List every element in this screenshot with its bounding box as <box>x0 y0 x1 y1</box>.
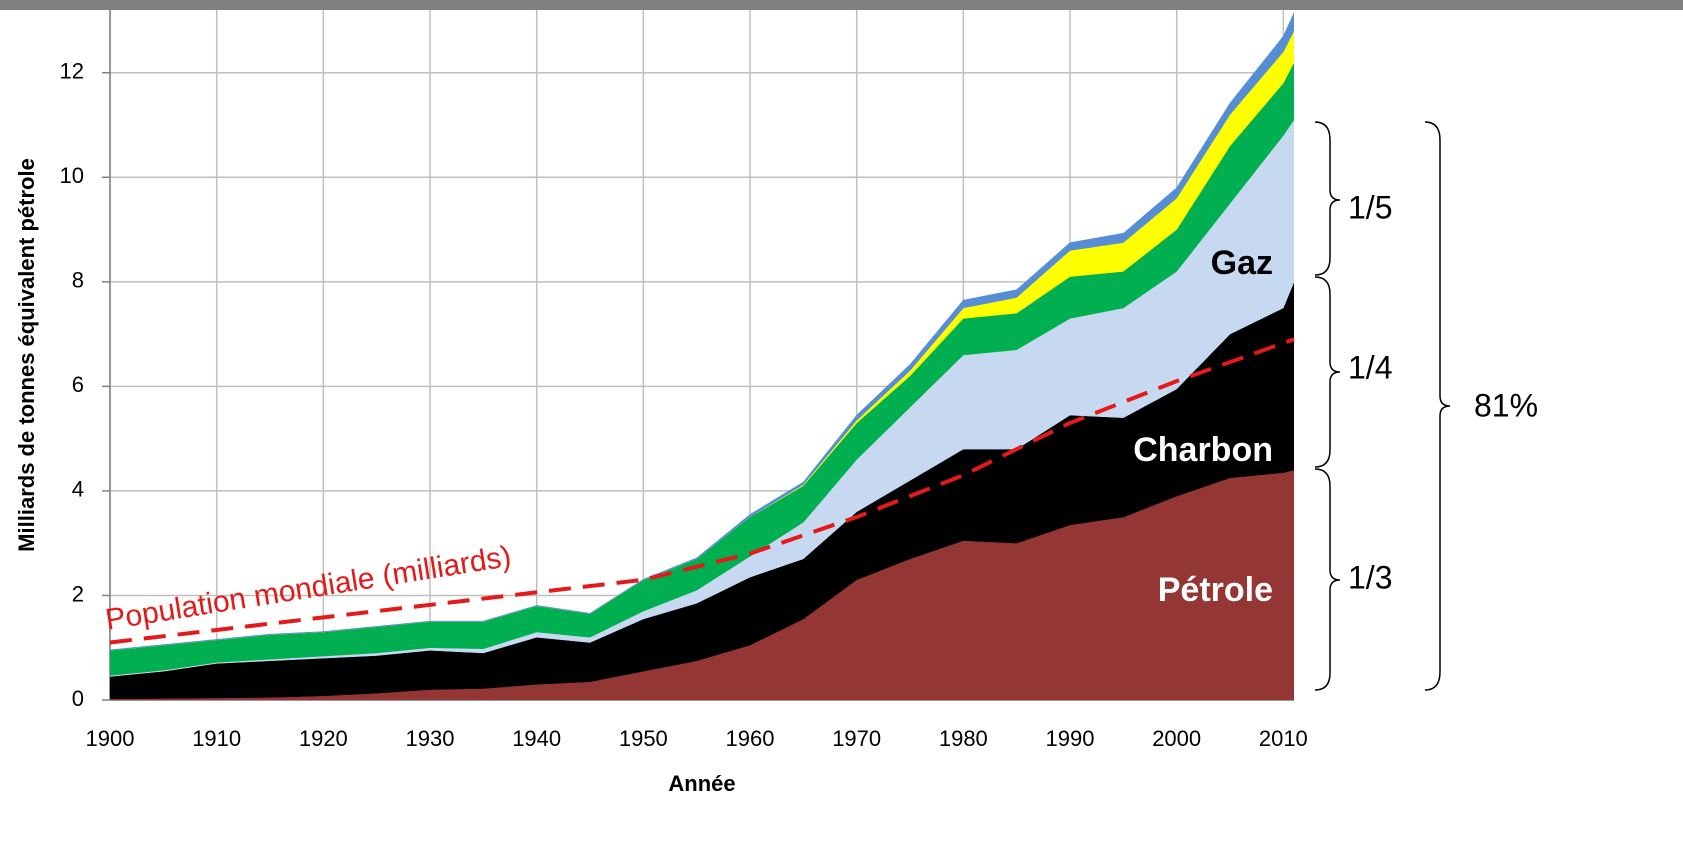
y-tick-label: 8 <box>72 268 84 293</box>
x-tick-label: 1960 <box>726 726 775 751</box>
series-label: Charbon <box>1133 431 1273 469</box>
x-tick-label: 1990 <box>1046 726 1095 751</box>
area <box>110 12 1294 651</box>
y-tick-label: 4 <box>72 477 84 502</box>
top-bar <box>0 0 1683 10</box>
brace <box>1314 121 1341 276</box>
y-tick-label: 10 <box>60 163 84 188</box>
y-axis-label: Milliards de tonnes équivalent pétrole <box>14 158 39 552</box>
brace <box>1424 121 1451 691</box>
x-tick-label: 1980 <box>939 726 988 751</box>
y-tick-label: 2 <box>72 581 84 606</box>
y-tick-label: 12 <box>60 59 84 84</box>
brace <box>1314 276 1341 468</box>
braces <box>1314 121 1451 691</box>
x-tick-label: 2000 <box>1152 726 1201 751</box>
x-tick-label: 1910 <box>192 726 241 751</box>
x-tick-label: 1970 <box>832 726 881 751</box>
x-tick-label: 1950 <box>619 726 668 751</box>
series-label: Gaz <box>1211 244 1273 282</box>
x-tick-label: 1930 <box>406 726 455 751</box>
annotation: 1/5 <box>1348 189 1392 225</box>
x-tick-label: 1900 <box>86 726 135 751</box>
x-tick-label: 1940 <box>512 726 561 751</box>
x-tick-label: 2010 <box>1259 726 1308 751</box>
x-tick-label: 1920 <box>299 726 348 751</box>
series-label: Pétrole <box>1158 571 1273 609</box>
x-axis-label: Année <box>668 771 735 796</box>
y-tick-label: 0 <box>72 686 84 711</box>
annotation: 81% <box>1474 387 1538 423</box>
annotation: 1/4 <box>1348 349 1392 385</box>
areas <box>110 12 1294 700</box>
brace <box>1314 468 1341 691</box>
grid: 0 2 4 6 8 10 12 1900 1910 1920 1930 1940 1950 1960 197… <box>60 10 1308 751</box>
annotation: 1/3 <box>1348 559 1392 595</box>
y-tick-label: 6 <box>72 372 84 397</box>
population-line <box>109 337 1295 645</box>
